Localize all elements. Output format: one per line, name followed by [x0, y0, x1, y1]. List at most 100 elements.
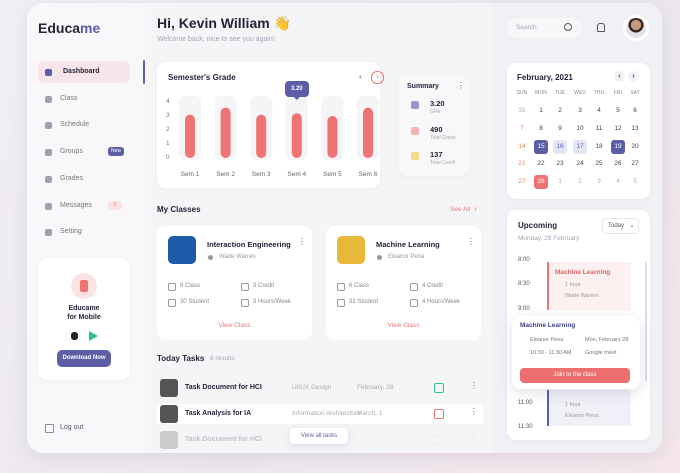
calendar-prev[interactable]: ‹ — [614, 71, 625, 82]
time-label: 8:30 — [518, 281, 530, 287]
calendar-day[interactable]: 9 — [558, 124, 562, 132]
calendar-day[interactable]: 27 — [518, 178, 526, 186]
task-menu[interactable]: ⋮ — [470, 433, 478, 442]
weekday: MON — [535, 90, 547, 96]
promo-subtitle: for Mobile — [67, 314, 101, 321]
see-all-arrow[interactable]: › — [474, 204, 477, 213]
calendar-day[interactable]: 18 — [595, 142, 603, 150]
task-menu[interactable]: ⋮ — [470, 381, 478, 390]
nav-label[interactable]: Messages — [60, 201, 92, 209]
calendar-day[interactable]: 5 — [633, 178, 637, 186]
calendar-day[interactable]: 4 — [597, 107, 601, 114]
calendar-day[interactable]: 7 — [520, 124, 524, 132]
summary-value: 490 — [430, 124, 443, 134]
class-teacher: Wade Warren — [219, 254, 256, 260]
event-block[interactable]: Machine Learning 1 hour Wade Warren — [547, 262, 631, 310]
bell-icon[interactable] — [597, 23, 605, 32]
nav-label[interactable]: Groups — [60, 148, 83, 156]
logo-text: Educa — [38, 20, 81, 36]
calendar-day[interactable]: 25 — [595, 160, 603, 168]
calendar-day[interactable]: 13 — [631, 124, 639, 132]
task-status — [434, 409, 444, 419]
join-button[interactable]: Join to the class — [520, 368, 630, 383]
avatar[interactable] — [623, 15, 649, 41]
calendar-day[interactable]: 21 — [518, 160, 526, 168]
calendar-day[interactable]: 26 — [614, 160, 622, 168]
nav-label[interactable]: Dashboard — [63, 68, 100, 75]
nav-badge: 2 — [108, 200, 122, 210]
y-tick-label: 0 — [166, 154, 170, 161]
search-box[interactable]: Search — [507, 18, 582, 38]
calendar-day[interactable]: 4 — [616, 178, 620, 186]
nav-label[interactable]: Class — [60, 94, 78, 102]
summary-label: Total Grade — [430, 134, 456, 141]
download-button[interactable]: Download Now — [57, 350, 111, 367]
view-class[interactable]: View Class — [387, 322, 420, 329]
stat-icon — [410, 299, 418, 307]
summary-menu[interactable]: ⋮ — [457, 81, 465, 90]
tasks-count: 6 results — [210, 355, 235, 362]
event2-duration: 1 hour — [565, 402, 581, 408]
popup-place: Google meet — [585, 350, 617, 356]
calendar-day[interactable]: 3 — [578, 107, 582, 114]
see-all[interactable]: See All — [450, 206, 471, 213]
event-duration: 1 hour — [565, 282, 581, 288]
calendar-day[interactable]: 19 — [611, 139, 625, 154]
nav-icon — [45, 122, 52, 130]
calendar-day[interactable]: 8 — [539, 124, 543, 132]
view-class[interactable]: View Class — [218, 322, 251, 329]
calendar-day[interactable]: 2 — [558, 107, 562, 114]
task-status — [434, 383, 444, 393]
calendar-day[interactable]: 12 — [614, 124, 622, 132]
calendar-day[interactable]: 28 — [534, 175, 548, 190]
stat-icon — [168, 299, 176, 307]
calendar-day[interactable]: 20 — [631, 142, 639, 150]
calendar-day[interactable]: 15 — [534, 139, 548, 154]
classes-title: My Classes — [157, 205, 201, 214]
apple-icon — [71, 332, 78, 340]
calendar-day[interactable]: 1 — [558, 178, 562, 186]
event-block-2[interactable]: 1 hour Eleanor Pena — [547, 390, 631, 426]
stat-icon — [337, 283, 345, 291]
promo-icon — [71, 273, 97, 299]
prev-arrow[interactable]: ‹ — [359, 72, 362, 81]
active-indicator — [143, 60, 145, 84]
calendar-day[interactable]: 6 — [633, 107, 637, 114]
calendar-day[interactable]: 16 — [553, 139, 567, 154]
nav-label[interactable]: Setting — [60, 228, 82, 236]
class-stat: 4 Hours/Week — [422, 299, 460, 305]
calendar-day[interactable]: 3 — [597, 178, 601, 186]
scrollbar — [645, 262, 647, 382]
calendar-day[interactable]: 1 — [539, 107, 543, 114]
task-thumb — [160, 405, 178, 423]
task-menu[interactable]: ⋮ — [470, 407, 478, 416]
class-menu[interactable]: ⋮ — [298, 237, 306, 246]
class-stat: 32 Student — [349, 299, 379, 305]
nav-label[interactable]: Schedule — [60, 121, 90, 129]
calendar-day[interactable]: 14 — [518, 142, 526, 150]
class-stat: 8 Class — [180, 283, 201, 289]
calendar-day[interactable]: 10 — [576, 124, 584, 132]
logout[interactable]: Log out — [60, 424, 84, 431]
class-menu[interactable]: ⋮ — [467, 237, 475, 246]
tooltip: 3.20 — [284, 81, 309, 97]
calendar-card: February, 2021 ‹ › — [507, 63, 650, 199]
calendar-next[interactable]: › — [628, 71, 639, 82]
teacher-icon — [377, 255, 382, 260]
calendar-day[interactable]: 5 — [616, 107, 620, 114]
stat-icon — [337, 299, 345, 307]
filter-dropdown[interactable]: Today ⌄ — [602, 218, 639, 234]
calendar-day[interactable]: 17 — [573, 139, 587, 154]
calendar-day[interactable]: 24 — [576, 160, 584, 168]
view-all-tasks[interactable]: View all tasks — [290, 428, 348, 444]
calendar-day[interactable]: 2 — [578, 178, 582, 186]
calendar-day[interactable]: 27 — [631, 160, 639, 168]
time-label: 9:00 — [518, 306, 530, 312]
nav-label[interactable]: Grades — [60, 174, 83, 182]
next-arrow[interactable]: › — [371, 71, 384, 84]
calendar-day[interactable]: 23 — [556, 160, 564, 168]
calendar-day[interactable]: 22 — [537, 160, 545, 168]
event-teacher: Wade Warren — [565, 293, 599, 299]
calendar-day[interactable]: 31 — [518, 107, 526, 114]
calendar-day[interactable]: 11 — [595, 124, 603, 132]
